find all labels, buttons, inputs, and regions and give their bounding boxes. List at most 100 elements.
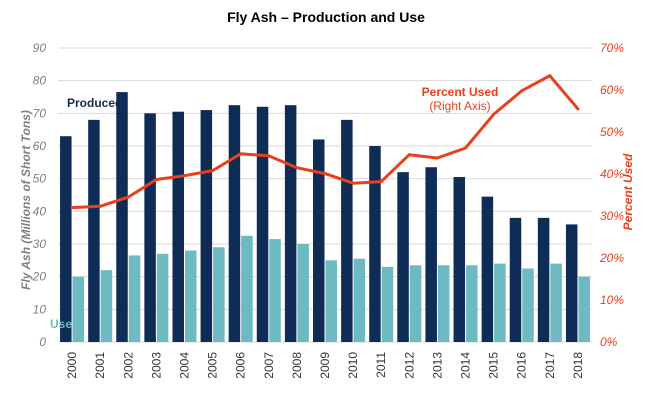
x-tick-label: 2011 [374, 352, 388, 378]
right-axis-note: (Right Axis) [429, 99, 490, 113]
bar-used-2009 [325, 260, 337, 342]
left-tick-label: 10 [33, 302, 47, 316]
percent-used-point-2009 [323, 172, 327, 176]
percent-used-point-2010 [351, 181, 355, 185]
x-axis-ticks: 2000 2001 2002 2003 2004 2005 2006 2007 2008 2009… [65, 352, 585, 379]
percent-used-point-2003 [154, 177, 158, 181]
right-axis-label: Percent Used [621, 153, 635, 230]
left-tick-label: 70 [33, 106, 47, 120]
produced-annotation: Produced [67, 96, 122, 110]
percent-used-point-2004 [182, 174, 186, 178]
left-tick-label: 30 [33, 237, 47, 251]
percent-used-annotation: Percent Used [422, 85, 499, 99]
percent-used-point-2017 [548, 74, 552, 78]
bar-used-2012 [409, 265, 422, 342]
bar-produced-2012 [397, 172, 409, 342]
x-tick-label: 2006 [234, 352, 248, 379]
chart-title: Fly Ash – Production and Use [227, 9, 425, 25]
x-tick-label: 2001 [93, 352, 107, 379]
bar-used-2005 [213, 247, 225, 342]
bar-produced-2017 [537, 217, 550, 342]
percent-used-point-2001 [98, 204, 102, 208]
percent-used-point-2012 [407, 153, 411, 157]
right-tick-label: 70% [600, 41, 624, 55]
bar-produced-2005 [200, 110, 213, 342]
x-tick-label: 2016 [515, 352, 529, 379]
x-tick-label: 2007 [262, 352, 276, 379]
x-tick-label: 2009 [318, 352, 332, 379]
bar-used-2000 [72, 276, 85, 342]
bar-produced-2003 [144, 113, 156, 342]
bar-produced-2014 [453, 177, 466, 342]
bar-produced-2010 [341, 119, 353, 342]
bar-produced-2009 [313, 139, 325, 342]
bar-used-2016 [522, 268, 534, 342]
bar-produced-2001 [88, 119, 100, 342]
left-tick-label: 20 [32, 270, 47, 284]
x-tick-label: 2017 [543, 352, 557, 379]
percent-used-point-2011 [379, 180, 383, 184]
bar-series [60, 92, 590, 343]
percent-used-point-2008 [295, 166, 299, 170]
bar-used-2007 [269, 239, 281, 342]
right-tick-label: 40% [600, 167, 624, 181]
bar-used-2003 [156, 253, 169, 342]
x-tick-label: 2013 [430, 352, 444, 379]
left-tick-label: 40 [33, 204, 47, 218]
x-tick-label: 2014 [459, 352, 473, 379]
bar-used-2002 [128, 255, 141, 342]
right-tick-label: 30% [600, 209, 624, 223]
bar-produced-2007 [256, 106, 269, 342]
right-tick-label: 50% [600, 125, 624, 139]
bar-used-2011 [381, 266, 394, 342]
bar-produced-2018 [565, 224, 578, 342]
bar-produced-2000 [60, 136, 72, 342]
x-tick-label: 2000 [65, 352, 79, 379]
x-tick-label: 2004 [178, 352, 192, 379]
percent-used-point-2018 [576, 107, 580, 111]
percent-used-line-series [70, 74, 580, 210]
x-tick-label: 2010 [346, 352, 360, 379]
bar-used-2013 [437, 265, 450, 342]
percent-used-point-2007 [267, 154, 271, 158]
left-axis-label: Fly Ash (Millions of Short Tons) [19, 110, 33, 290]
percent-used-point-2005 [211, 169, 215, 173]
x-tick-label: 2002 [121, 352, 135, 379]
bar-produced-2008 [284, 105, 297, 343]
x-tick-label: 2005 [206, 352, 220, 379]
left-tick-label: 90 [33, 41, 47, 55]
x-tick-label: 2018 [571, 352, 585, 379]
bar-used-2008 [297, 244, 309, 342]
bar-produced-2016 [509, 217, 522, 342]
right-tick-label: 0% [600, 335, 618, 349]
left-axis-ticks: 0 10 20 30 40 50 60 70 80 90 [32, 41, 47, 349]
percent-used-point-2013 [435, 156, 439, 160]
left-tick-label: 80 [33, 74, 47, 88]
x-tick-label: 2003 [149, 352, 163, 379]
left-tick-label: 0 [39, 335, 46, 349]
right-axis-ticks: 0% 10% 20% 30% 40% 50% 60% 70% [599, 41, 624, 349]
bar-used-2004 [184, 250, 197, 342]
bar-produced-2002 [116, 92, 128, 342]
bar-produced-2015 [481, 196, 494, 342]
used-annotation: Used [50, 317, 79, 331]
percent-used-point-2000 [70, 206, 74, 210]
x-tick-label: 2008 [290, 352, 304, 379]
percent-used-point-2015 [492, 112, 496, 116]
right-tick-label: 10% [600, 293, 624, 307]
percent-used-point-2006 [239, 152, 243, 156]
right-tick-label: 20% [599, 251, 624, 265]
bar-produced-2011 [369, 146, 381, 342]
bar-produced-2006 [228, 105, 241, 343]
bar-produced-2004 [172, 111, 184, 342]
percent-used-point-2002 [126, 195, 130, 199]
bar-used-2017 [550, 263, 562, 342]
left-tick-label: 50 [33, 172, 47, 186]
left-tick-label: 60 [33, 139, 47, 153]
percent-used-point-2016 [520, 89, 524, 93]
right-tick-label: 60% [600, 83, 624, 97]
x-tick-label: 2015 [487, 352, 501, 379]
bar-used-2014 [466, 265, 478, 342]
bar-used-2001 [100, 270, 113, 342]
